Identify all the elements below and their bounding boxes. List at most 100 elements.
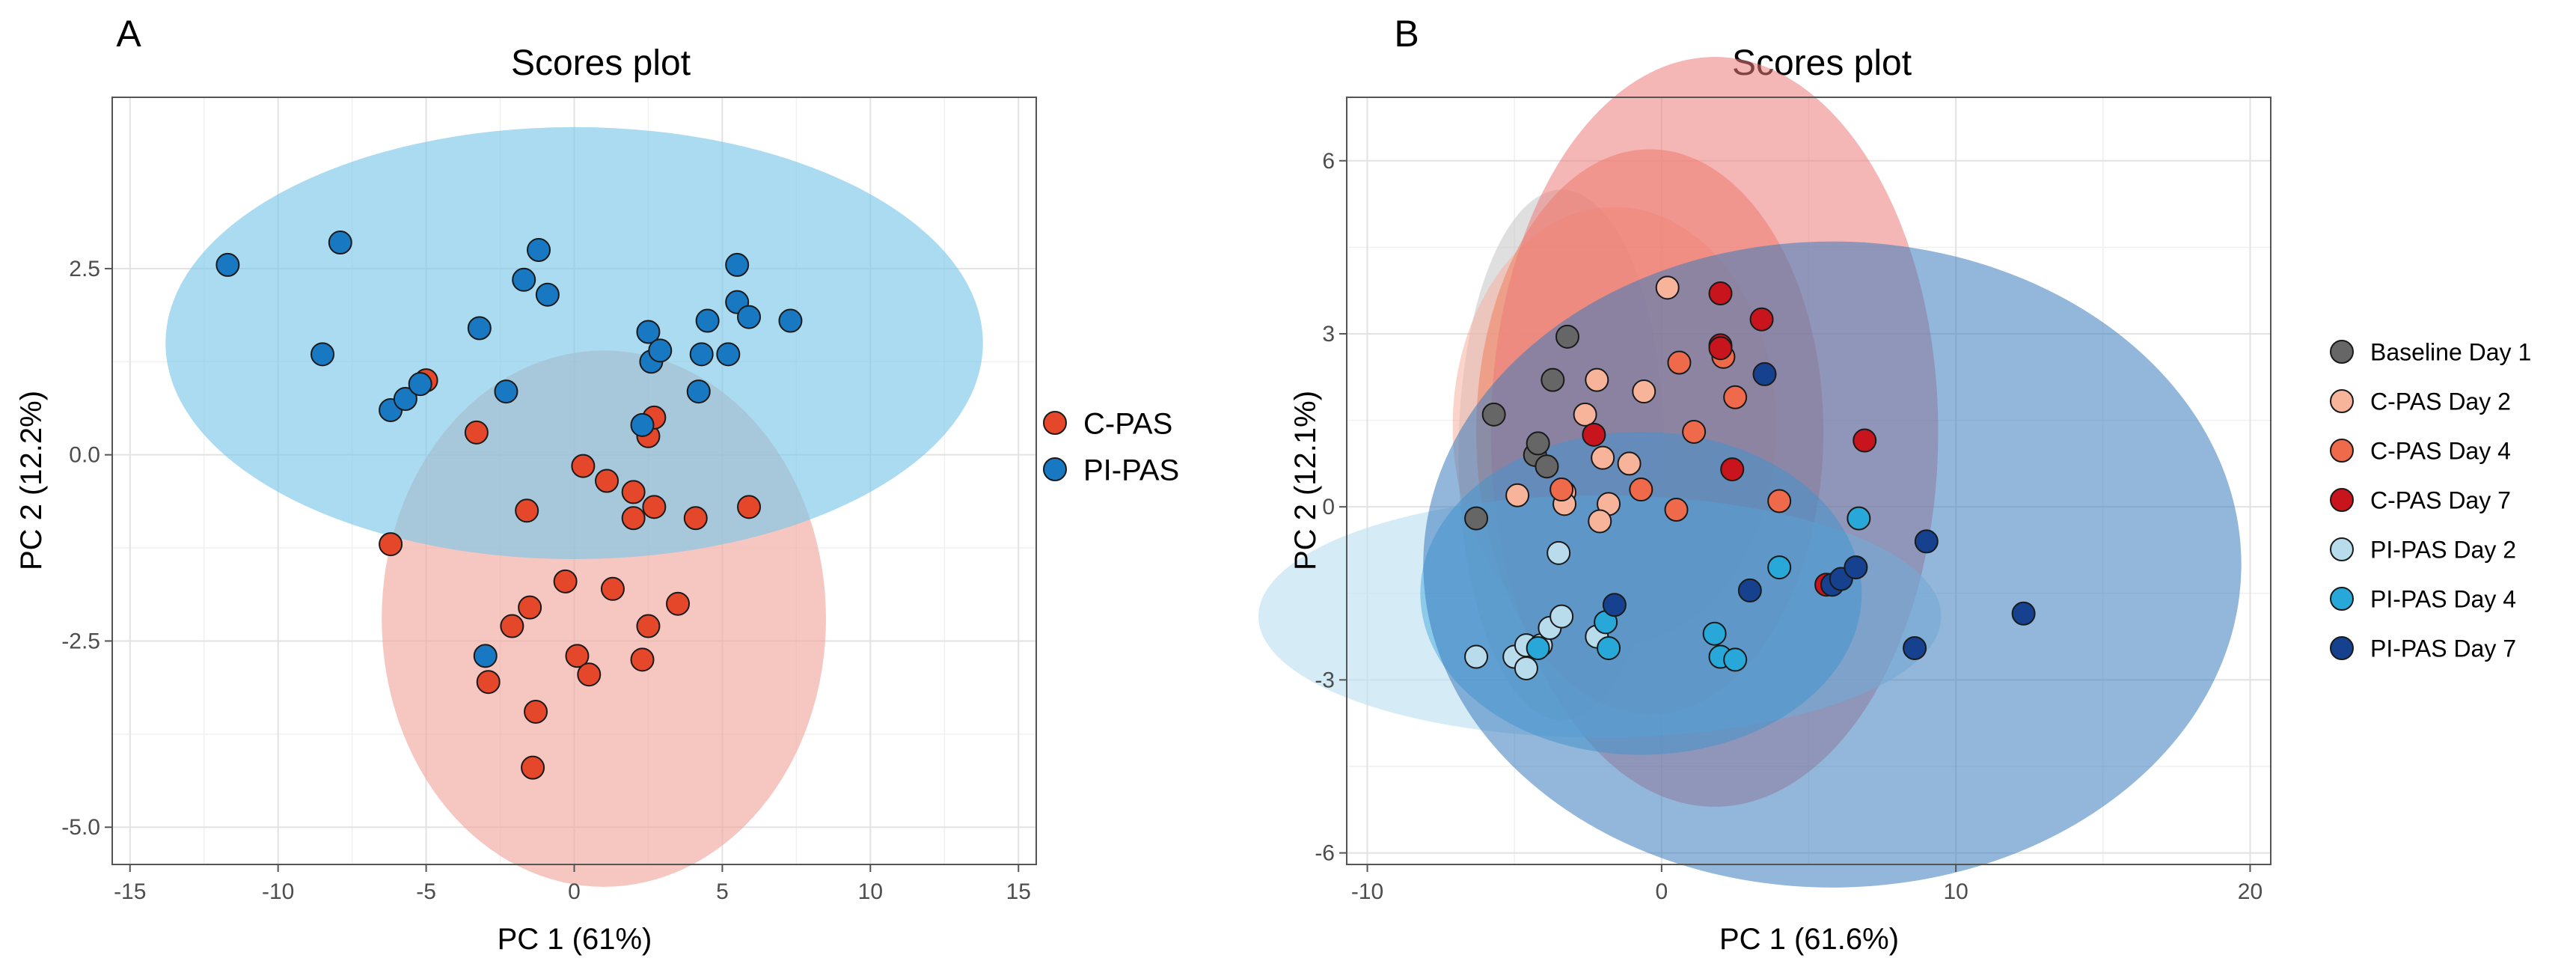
data-point xyxy=(1505,483,1530,507)
data-point xyxy=(1914,529,1939,554)
data-point xyxy=(621,506,646,531)
data-point xyxy=(1464,644,1489,669)
data-point xyxy=(518,595,542,620)
legend-label: C-PAS Day 4 xyxy=(2370,438,2511,465)
data-point xyxy=(2011,601,2036,626)
panel-b-legend: Baseline Day 1 C-PAS Day 2 C-PAS Day 4 C-PA… xyxy=(2330,339,2531,662)
y-tick-label: -2.5 xyxy=(61,629,100,653)
x-tick-label: 10 xyxy=(1943,879,1968,904)
data-point xyxy=(1844,555,1868,580)
data-point xyxy=(683,506,708,531)
data-point xyxy=(630,412,655,437)
confidence-ellipse xyxy=(1423,241,2242,888)
data-point xyxy=(686,379,711,404)
data-point xyxy=(1767,555,1792,580)
x-tick-label: 5 xyxy=(716,879,729,904)
data-point xyxy=(1588,509,1612,534)
data-point xyxy=(1591,445,1615,470)
legend-label: C-PAS Day 2 xyxy=(2370,388,2511,415)
x-tick-label: -10 xyxy=(262,879,294,904)
legend-label: PI-PAS Day 2 xyxy=(2370,537,2516,564)
data-point xyxy=(1464,506,1489,531)
data-point xyxy=(1481,402,1506,427)
y-tick-label: 2.5 xyxy=(69,257,100,281)
data-point xyxy=(565,644,590,668)
data-point xyxy=(1546,540,1571,565)
legend-label: PI-PAS Day 4 xyxy=(2370,586,2516,613)
data-point xyxy=(1664,498,1689,522)
legend-marker xyxy=(1043,411,1067,435)
panel-a: A Scores plot -15 -10 -5 0 5 10 15 -5.0 -2.5 0.0 2… xyxy=(15,13,1179,956)
data-point xyxy=(577,662,602,687)
data-point xyxy=(716,342,741,367)
data-point xyxy=(524,699,548,724)
legend-marker xyxy=(2330,537,2354,561)
data-point xyxy=(1514,656,1538,680)
legend-label: PI-PAS xyxy=(1083,454,1179,486)
data-point xyxy=(512,267,536,292)
panel-b-y-axis-label: PC 2 (12.1%) xyxy=(1289,391,1322,570)
data-point xyxy=(1526,431,1550,456)
data-point xyxy=(494,379,518,404)
x-tick-label: 15 xyxy=(1006,879,1031,904)
data-point xyxy=(1573,402,1597,427)
panel-a-ellipses xyxy=(165,126,983,887)
data-point xyxy=(1752,362,1777,386)
data-point xyxy=(1903,635,1927,660)
data-point xyxy=(1582,422,1606,447)
panel-b-frame xyxy=(1346,97,2271,865)
data-point xyxy=(1585,367,1609,392)
legend-label: C-PAS xyxy=(1083,407,1172,440)
data-point xyxy=(535,282,560,307)
data-point xyxy=(642,495,667,519)
data-point xyxy=(1655,275,1680,300)
confidence-ellipse xyxy=(165,126,983,559)
data-point xyxy=(648,338,673,363)
data-point xyxy=(1549,478,1574,502)
data-point xyxy=(464,420,489,445)
data-point xyxy=(1737,578,1762,602)
panel-a-x-axis-label: PC 1 (61%) xyxy=(498,923,652,956)
data-point xyxy=(1708,336,1733,361)
data-point xyxy=(1617,451,1642,476)
data-point xyxy=(725,252,750,277)
data-point xyxy=(473,644,498,668)
data-point xyxy=(408,372,432,397)
data-point xyxy=(527,238,551,263)
y-tick-label: -5.0 xyxy=(61,815,100,840)
data-point xyxy=(636,614,661,638)
data-point xyxy=(737,495,762,519)
legend-marker xyxy=(2330,439,2354,463)
data-point xyxy=(636,320,661,344)
data-point xyxy=(393,387,417,412)
legend-marker xyxy=(2330,340,2354,364)
data-point xyxy=(328,231,352,255)
data-point xyxy=(600,576,625,601)
panel-b-points xyxy=(1464,275,2036,680)
panel-a-ticks: -15 -10 -5 0 5 10 15 -5.0 -2.5 0.0 2.5 xyxy=(61,257,1031,904)
legend-marker xyxy=(2330,636,2354,660)
y-tick-label: 0.0 xyxy=(69,443,100,468)
data-point xyxy=(1767,489,1792,513)
panel-b-letter: B xyxy=(1394,13,1419,55)
y-tick-label: 3 xyxy=(1322,322,1335,347)
data-point xyxy=(621,480,646,504)
panel-a-y-axis-label: PC 2 (12.2%) xyxy=(15,391,48,570)
panel-a-points xyxy=(215,231,803,780)
data-point xyxy=(1720,457,1745,482)
y-tick-label: -6 xyxy=(1315,841,1335,866)
data-point xyxy=(1541,367,1565,392)
y-tick-label: 6 xyxy=(1322,149,1335,174)
data-point xyxy=(553,569,578,594)
data-point xyxy=(666,591,691,616)
data-point xyxy=(1723,385,1748,409)
x-tick-label: 0 xyxy=(1656,879,1668,904)
data-point xyxy=(467,316,492,341)
data-point xyxy=(630,647,655,672)
data-point xyxy=(1682,419,1707,444)
panel-b-x-axis-label: PC 1 (61.6%) xyxy=(1719,923,1899,956)
data-point xyxy=(1749,307,1774,332)
data-point xyxy=(521,755,545,780)
data-point xyxy=(1555,324,1579,349)
